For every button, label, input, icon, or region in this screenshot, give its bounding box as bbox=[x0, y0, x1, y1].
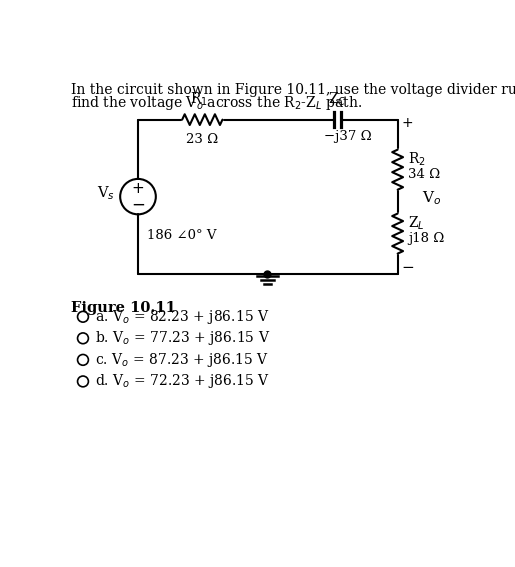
Text: Figure 10.11: Figure 10.11 bbox=[71, 301, 176, 315]
Text: find the voltage V$_o$ across the R$_2$-Z$_L$ path.: find the voltage V$_o$ across the R$_2$-… bbox=[71, 94, 362, 112]
Text: +: + bbox=[132, 181, 144, 196]
Text: Z$_L$: Z$_L$ bbox=[408, 214, 425, 231]
Text: 23 Ω: 23 Ω bbox=[186, 133, 218, 146]
Text: 34 Ω: 34 Ω bbox=[408, 168, 441, 181]
Text: In the circuit shown in Figure 10.11, use the voltage divider rule to: In the circuit shown in Figure 10.11, us… bbox=[71, 83, 515, 96]
Text: V$_o$: V$_o$ bbox=[422, 189, 442, 206]
Text: Z$_C$: Z$_C$ bbox=[328, 91, 347, 108]
Text: a. V$_o$ = 82.23 + j86.15 V: a. V$_o$ = 82.23 + j86.15 V bbox=[95, 308, 269, 326]
Text: +: + bbox=[402, 116, 413, 130]
Text: R$_2$: R$_2$ bbox=[408, 150, 426, 168]
Text: j18 Ω: j18 Ω bbox=[408, 232, 445, 245]
Text: V$_s$: V$_s$ bbox=[97, 185, 115, 202]
Text: −: − bbox=[131, 195, 145, 213]
Text: b. V$_o$ = 77.23 + j86.15 V: b. V$_o$ = 77.23 + j86.15 V bbox=[95, 329, 270, 348]
Text: −j37 Ω: −j37 Ω bbox=[324, 130, 372, 143]
Text: d. V$_o$ = 72.23 + j86.15 V: d. V$_o$ = 72.23 + j86.15 V bbox=[95, 373, 270, 391]
Text: c. V$_o$ = 87.23 + j86.15 V: c. V$_o$ = 87.23 + j86.15 V bbox=[95, 351, 269, 369]
Text: −: − bbox=[402, 260, 414, 275]
Text: 186 ∠0° V: 186 ∠0° V bbox=[147, 229, 217, 242]
Text: R$_1$: R$_1$ bbox=[191, 91, 208, 108]
